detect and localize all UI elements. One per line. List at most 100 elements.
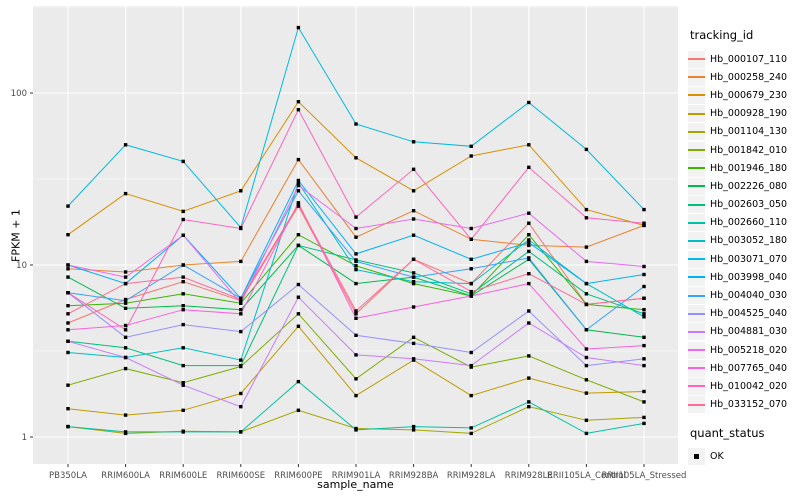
- data-point: [584, 147, 589, 152]
- data-point: [66, 263, 70, 267]
- data-point: [296, 202, 301, 207]
- data-point: [123, 299, 128, 303]
- series-points-Hb_001842_010: [66, 312, 646, 404]
- legend: tracking_id Hb_000107_110 Hb_000258_240 Hb…: [688, 28, 800, 466]
- data-point: [642, 296, 646, 300]
- data-point: [66, 267, 70, 271]
- data-point: [181, 363, 185, 368]
- legend-label: Hb_005218_020: [710, 344, 788, 356]
- data-point: [584, 378, 589, 382]
- data-point: [411, 189, 416, 193]
- data-point: [527, 240, 531, 245]
- data-point: [469, 154, 473, 158]
- data-point: [584, 216, 589, 220]
- legend-label: Hb_002226_080: [710, 180, 788, 192]
- series-points-Hb_005218_020: [66, 183, 646, 305]
- series-color-line-icon: [688, 330, 705, 333]
- data-point: [66, 312, 70, 316]
- series-color-line-icon: [688, 76, 705, 79]
- data-point: [642, 421, 646, 426]
- legend-item-Hb_010042_020: Hb_010042_020: [688, 377, 800, 395]
- legend-line-swatch: [688, 305, 705, 323]
- data-point: [642, 308, 646, 312]
- legend-item-Hb_000679_230: Hb_000679_230: [688, 86, 800, 104]
- data-point: [584, 292, 589, 296]
- series-points-Hb_004881_030: [66, 295, 646, 409]
- legend-line-swatch: [688, 68, 705, 86]
- legend-line-swatch: [688, 105, 705, 123]
- x-tick-label: RRIM600PE: [274, 471, 322, 481]
- data-point: [239, 430, 243, 434]
- data-point: [296, 108, 301, 112]
- data-point: [239, 297, 243, 302]
- data-point: [66, 383, 70, 387]
- data-point: [469, 292, 473, 296]
- data-point: [354, 309, 358, 313]
- legend-item-Hb_004040_030: Hb_004040_030: [688, 286, 800, 305]
- data-point: [354, 333, 358, 337]
- data-point: [527, 376, 531, 380]
- data-point: [411, 280, 416, 284]
- legend-title-quant-status: quant_status: [690, 425, 765, 440]
- data-point: [123, 355, 128, 360]
- data-point: [239, 226, 243, 231]
- legend-label: Hb_003071_070: [710, 253, 788, 265]
- data-point: [411, 167, 416, 171]
- data-point: [527, 309, 531, 313]
- data-point: [123, 270, 128, 274]
- legend-line-swatch: [688, 268, 705, 286]
- data-point: [66, 321, 70, 325]
- data-point: [642, 264, 646, 269]
- y-axis-title: FPKM + 1: [9, 209, 23, 262]
- data-point: [411, 275, 416, 279]
- data-point: [527, 165, 531, 169]
- data-point: [239, 312, 243, 316]
- data-point: [296, 181, 301, 185]
- legend-line-swatch: [688, 341, 705, 359]
- data-point: [66, 233, 70, 237]
- data-point: [584, 391, 589, 395]
- data-point: [66, 304, 70, 308]
- data-point: [584, 207, 589, 212]
- data-point: [469, 226, 473, 231]
- data-point: [527, 233, 531, 237]
- data-point: [296, 312, 301, 316]
- legend-label: Hb_002660_110: [710, 217, 788, 229]
- data-point: [66, 204, 70, 208]
- data-point: [181, 159, 185, 164]
- legend-item-Hb_001842_010: Hb_001842_010: [688, 141, 800, 159]
- data-point: [527, 400, 531, 404]
- data-point: [527, 249, 531, 254]
- legend-item-Hb_004525_040: Hb_004525_040: [688, 305, 800, 323]
- data-point: [181, 322, 185, 327]
- data-point: [411, 209, 416, 213]
- data-point: [181, 217, 185, 222]
- data-point: [411, 428, 416, 432]
- data-point: [354, 235, 358, 239]
- data-point: [584, 355, 589, 360]
- data-point: [354, 267, 358, 272]
- data-point: [354, 316, 358, 320]
- data-point: [296, 243, 301, 248]
- legend-item-Hb_002603_050: Hb_002603_050: [688, 196, 800, 214]
- data-point: [469, 289, 473, 294]
- data-point: [239, 259, 243, 264]
- data-point: [642, 363, 646, 368]
- data-point: [181, 280, 185, 284]
- legend-item-Hb_003071_070: Hb_003071_070: [688, 250, 800, 268]
- data-point: [584, 302, 589, 307]
- data-point: [527, 405, 531, 409]
- data-point: [354, 226, 358, 231]
- legend-line-swatch: [688, 323, 705, 341]
- data-point: [181, 275, 185, 279]
- data-point: [66, 350, 70, 355]
- legend-item-Hb_007765_040: Hb_007765_040: [688, 359, 800, 377]
- legend-line-swatch: [688, 250, 705, 268]
- data-point: [584, 347, 589, 351]
- legend-line-swatch: [688, 177, 705, 195]
- series-color-line-icon: [688, 403, 705, 406]
- legend-label: Hb_000928_190: [710, 108, 788, 120]
- legend-line-swatch: [688, 396, 705, 414]
- y-tick-label: 1: [22, 433, 27, 443]
- legend-label: Hb_000258_240: [710, 71, 788, 83]
